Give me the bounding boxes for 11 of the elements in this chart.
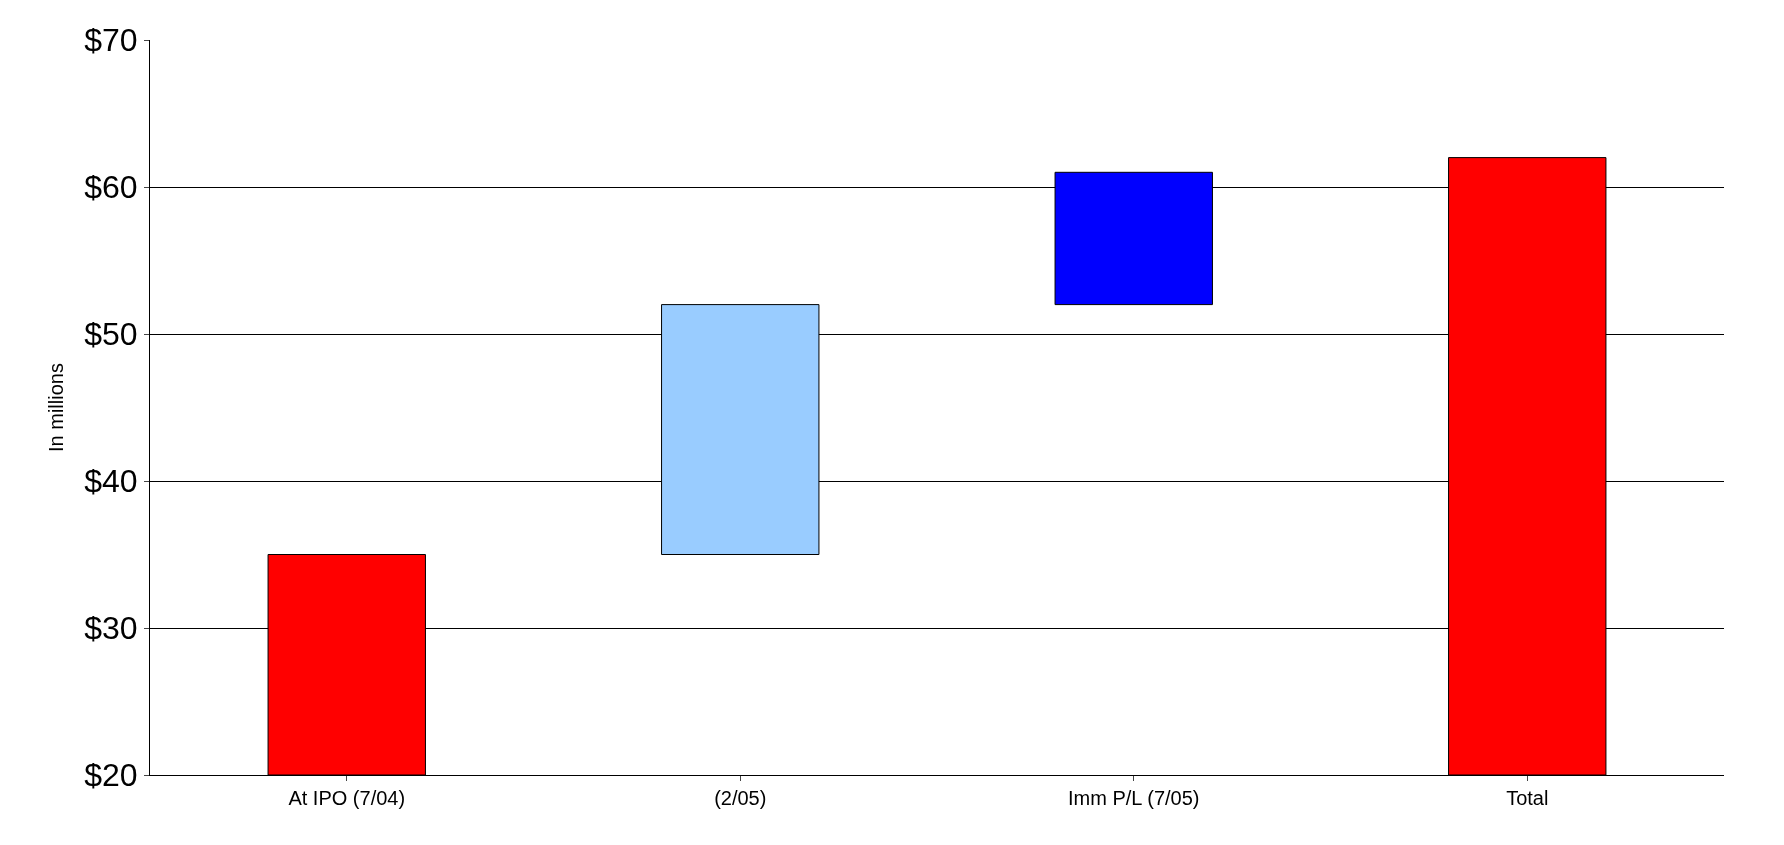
y-tick-label: $50: [84, 316, 138, 353]
y-tick-label: $20: [84, 757, 138, 794]
x-tick-label: Imm P/L (7/05): [1067, 787, 1200, 809]
y-axis-title: In millions: [44, 363, 67, 452]
x-tick-label: Total: [1506, 787, 1549, 809]
y-tick-label: $60: [84, 169, 138, 206]
y-tick-label: $30: [84, 610, 138, 647]
y-tick-label: $70: [84, 22, 138, 59]
x-tick-label: (2/05): [714, 787, 767, 809]
x-tick-label: At IPO (7/04): [288, 787, 406, 809]
y-tick-label: $40: [84, 463, 138, 500]
